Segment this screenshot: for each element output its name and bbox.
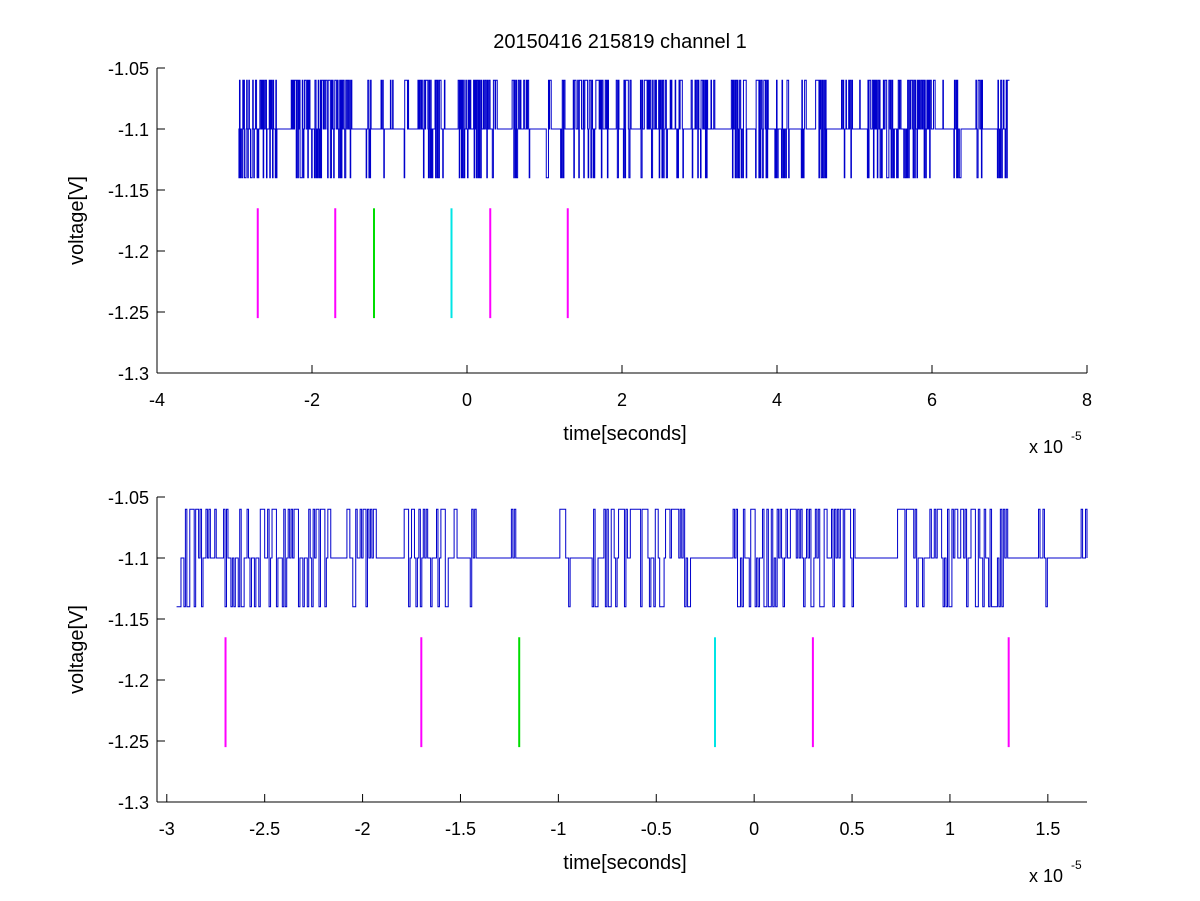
- x-axis-label: time[seconds]: [563, 852, 686, 874]
- x-tick-label: -4: [149, 390, 165, 410]
- x-tick-label: -1: [550, 819, 566, 839]
- y-tick-label: -1.1: [118, 120, 149, 140]
- x-tick-label: -3: [159, 819, 175, 839]
- y-tick-label: -1.05: [108, 59, 149, 79]
- top-plot: -4 -2 0 2 4 6 8 -1.3 -1.25 -1.2 -1.15 -1.1 -1.05 time…: [66, 59, 1092, 457]
- y-tick-label: -1.15: [108, 610, 149, 630]
- x-tick-label: -2: [355, 819, 371, 839]
- x-tick-label: 2: [617, 390, 627, 410]
- x-tick-label: -1.5: [445, 819, 476, 839]
- x-tick-label: 0.5: [840, 819, 865, 839]
- y-tick-label: -1.25: [108, 732, 149, 752]
- x-tick-label: -0.5: [641, 819, 672, 839]
- y-tick-label: -1.1: [118, 549, 149, 569]
- y-axis-label: voltage[V]: [66, 176, 88, 265]
- bottom-plot: -3 -2.5 -2 -1.5 -1 -0.5 0 0.5 1 1.5 -1.3 -1.25 -1.2 -…: [66, 488, 1088, 886]
- x-tick-label: 1.5: [1035, 819, 1060, 839]
- y-axis-label: voltage[V]: [66, 605, 88, 694]
- y-tick-label: -1.3: [118, 793, 149, 813]
- voltage-trace: [238, 79, 1010, 179]
- x-tick-label: 1: [945, 819, 955, 839]
- y-tick-label: -1.25: [108, 303, 149, 323]
- x-tick-label: 6: [927, 390, 937, 410]
- x-axis-label: time[seconds]: [563, 423, 686, 445]
- x-tick-label: 8: [1082, 390, 1092, 410]
- y-tick-label: -1.2: [118, 671, 149, 691]
- x-axis-multiplier-exponent: -5: [1071, 429, 1082, 443]
- x-tick-label: -2.5: [249, 819, 280, 839]
- y-tick-label: -1.15: [108, 181, 149, 201]
- y-tick-label: -1.2: [118, 242, 149, 262]
- x-tick-label: 0: [749, 819, 759, 839]
- y-tick-label: -1.3: [118, 364, 149, 384]
- y-tick-label: -1.05: [108, 488, 149, 508]
- x-axis-multiplier: x 10: [1029, 866, 1063, 886]
- x-tick-label: 4: [772, 390, 782, 410]
- x-axis-multiplier-exponent: -5: [1071, 858, 1082, 872]
- chart-title: 20150416 215819 channel 1: [493, 31, 747, 53]
- x-axis-multiplier: x 10: [1029, 437, 1063, 457]
- voltage-trace: [176, 508, 1088, 608]
- x-tick-label: 0: [462, 390, 472, 410]
- x-tick-label: -2: [304, 390, 320, 410]
